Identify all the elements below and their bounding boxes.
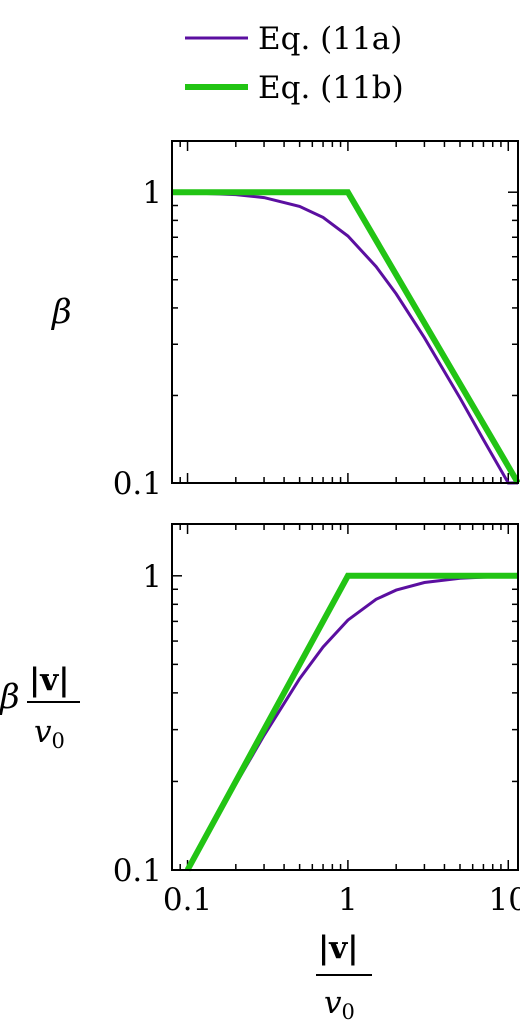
bottom-series-eq11b-line xyxy=(184,572,518,872)
legend-label-eq11a: Eq. (11a) xyxy=(258,21,402,57)
xlabel-denominator: v0 xyxy=(324,985,355,1024)
bottom-series xyxy=(184,572,519,872)
bottom-series-eq11a-line xyxy=(186,574,519,871)
bottom-ytick-label: 1 xyxy=(142,559,162,595)
top-series-eq11a-line xyxy=(171,191,518,485)
top-tick-labels: 0.11 xyxy=(113,175,162,502)
bottom-frame xyxy=(171,523,519,871)
panel-top: 0.11 β xyxy=(50,140,520,502)
bottom-tick-labels: 0.1 1 0.1 1 10 xyxy=(113,559,520,918)
bottom-ytick-label: 0.1 xyxy=(113,853,162,889)
top-frame xyxy=(171,140,519,484)
bottom-ylabel-denominator: v0 xyxy=(34,714,65,753)
legend-label-eq11b: Eq. (11b) xyxy=(258,70,404,106)
bottom-y-axis-label: β |v| v0 xyxy=(0,662,80,753)
bottom-x-axis-label: |v| v0 xyxy=(316,930,372,1024)
bottom-xtick-label: 0.1 xyxy=(163,882,212,918)
xlabel-numerator: |v| xyxy=(318,930,359,966)
bottom-ylabel-numerator: |v| xyxy=(29,662,70,698)
panel-bottom: 0.1 1 0.1 1 10 β |v| v0 |v| v0 xyxy=(0,523,520,1024)
top-ytick-label: 0.1 xyxy=(113,466,162,502)
top-series-eq11b-line xyxy=(172,189,520,485)
bottom-ylabel-beta: β xyxy=(0,677,20,717)
legend: Eq. (11a) Eq. (11b) xyxy=(185,21,404,106)
top-ytick-label: 1 xyxy=(142,175,162,211)
bottom-xtick-label: 10 xyxy=(489,882,520,918)
bottom-xtick-label: 1 xyxy=(338,882,358,918)
top-series xyxy=(171,189,520,485)
top-y-axis-label: β xyxy=(50,292,72,332)
